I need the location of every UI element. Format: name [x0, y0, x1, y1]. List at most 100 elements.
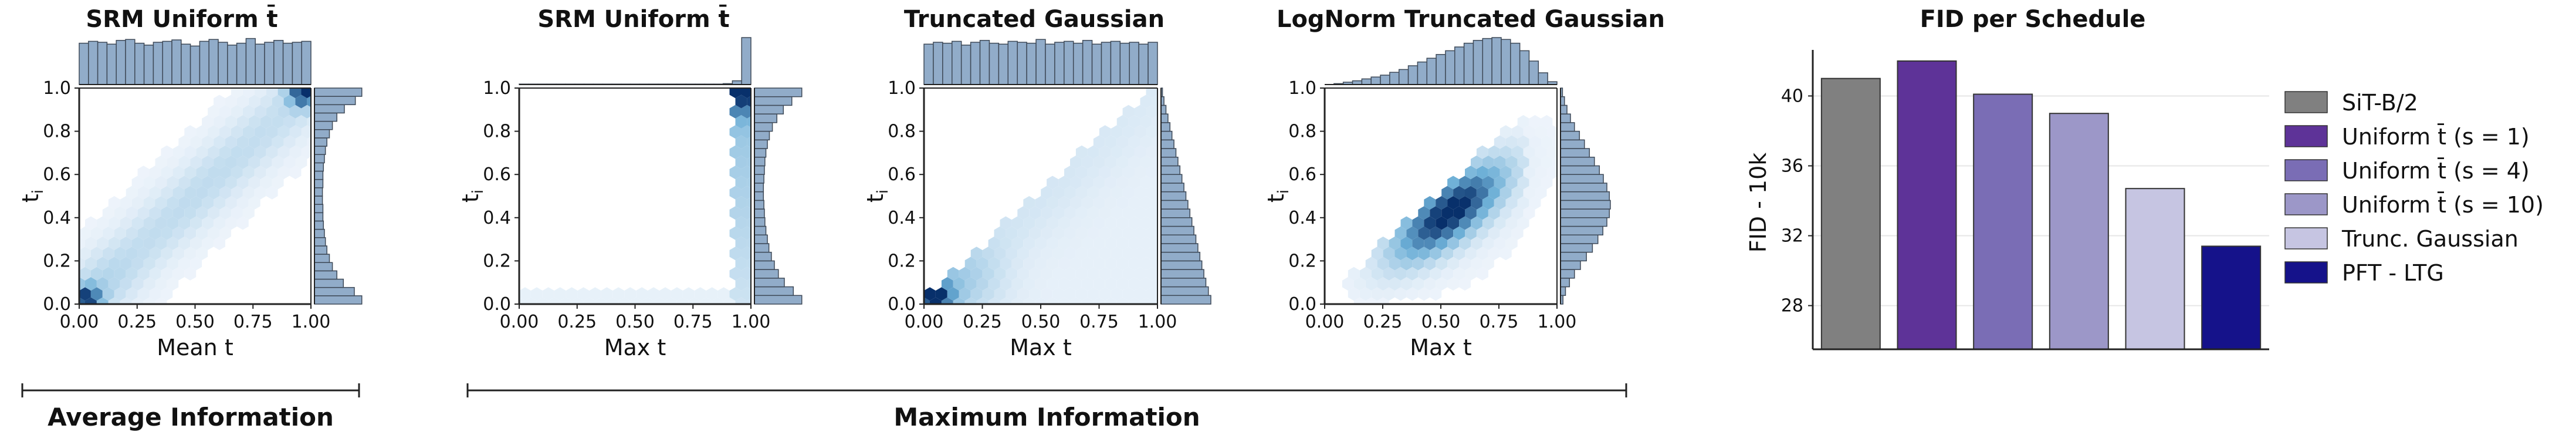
hex-bin — [1377, 237, 1389, 250]
hex-bin — [1541, 176, 1553, 190]
hex-bin — [1099, 186, 1111, 200]
hex-bin — [1359, 267, 1372, 281]
y-tick-label: 0.0 — [483, 294, 511, 315]
hex-bin — [184, 226, 197, 240]
hex-bin — [1087, 287, 1099, 301]
hex-bin — [1488, 226, 1500, 240]
hex-bin — [595, 297, 607, 304]
hex-bin — [1482, 176, 1494, 190]
x-axis-label: Max t — [1010, 335, 1072, 360]
hex-bin — [729, 267, 742, 281]
top-hist-bar — [106, 43, 117, 85]
hex-bin — [236, 176, 249, 190]
right-hist-bar — [1160, 200, 1189, 210]
hex-bin — [1116, 156, 1129, 169]
right-hist-bar — [314, 104, 345, 114]
hex-bin — [554, 287, 566, 301]
hex-bin — [1436, 257, 1448, 271]
hex-bin — [1494, 216, 1506, 230]
hex-bin — [630, 297, 642, 304]
x-axis-label: Max t — [604, 335, 666, 360]
hex-bin — [1134, 125, 1146, 139]
hex-bin — [79, 257, 85, 271]
hex-bin — [172, 206, 185, 220]
hex-bin — [126, 247, 138, 261]
right-hist-bar — [1160, 260, 1203, 270]
hex-bin — [1535, 145, 1547, 159]
hex-bin — [723, 297, 736, 304]
hex-bin — [108, 257, 120, 271]
right-hist-bar — [1560, 148, 1590, 158]
hex-bin — [648, 287, 659, 301]
hex-bin — [272, 135, 284, 149]
top-hist-bar — [162, 41, 172, 85]
hex-bin — [941, 297, 953, 304]
y-tick-label: 28 — [1781, 296, 1803, 316]
hex-bin — [1365, 277, 1377, 291]
hex-bin — [994, 247, 1006, 261]
hex-bin — [1441, 226, 1454, 240]
hex-bin — [1081, 196, 1094, 210]
hex-bin — [1052, 206, 1064, 220]
right-hist-bar — [754, 243, 770, 253]
hex-bin — [178, 156, 191, 169]
right-hist-bar — [1560, 165, 1600, 175]
hex-bin — [1134, 247, 1146, 261]
x-tick-label: 0.00 — [60, 312, 99, 332]
hex-bin — [1353, 297, 1366, 304]
hex-bin — [1087, 247, 1099, 261]
right-hist-bar — [1160, 183, 1184, 193]
legend-swatch — [2284, 159, 2328, 181]
hex-bin — [1453, 247, 1465, 261]
right-hist-bar — [314, 278, 344, 288]
hex-bin — [1099, 145, 1111, 159]
hex-bin — [225, 216, 237, 230]
hex-bin — [1471, 156, 1482, 169]
hex-bin — [167, 196, 179, 210]
hex-bin — [729, 104, 742, 119]
hex-bin — [964, 277, 977, 291]
hex-bin — [735, 257, 747, 271]
hex-bin — [1488, 166, 1500, 180]
right-hist-bar — [1560, 113, 1571, 123]
hex-bin — [283, 95, 296, 109]
hex-bin — [735, 95, 747, 109]
hex-bin — [947, 287, 959, 301]
hex-bin — [248, 135, 260, 149]
hex-bin — [1424, 196, 1436, 210]
hex-bin — [242, 125, 255, 139]
hex-bin — [1099, 267, 1111, 281]
hex-bin — [1482, 257, 1494, 271]
hex-bin — [747, 298, 751, 304]
hex-bin — [1116, 176, 1129, 190]
hex-bin — [729, 145, 742, 159]
right-hist-bar — [314, 120, 333, 130]
hex-bin — [1377, 257, 1389, 271]
hex-bin — [1105, 237, 1117, 250]
hex-bin — [1394, 287, 1407, 301]
hex-bin — [208, 104, 219, 119]
hex-bin — [1058, 196, 1070, 210]
hex-bin — [1353, 277, 1366, 291]
right-hist-bar — [1160, 139, 1174, 149]
x-tick-label: 0.25 — [117, 312, 157, 332]
hex-bin — [126, 267, 138, 281]
right-hist-bar — [314, 262, 333, 272]
top-hist-bar — [264, 42, 275, 85]
hex-bin — [1099, 226, 1111, 240]
hex-bin — [1424, 277, 1436, 291]
hex-bin — [1122, 186, 1135, 200]
y-tick-label: 0.6 — [1288, 164, 1316, 185]
right-hist-bar — [1160, 286, 1209, 296]
right-hist-bar — [314, 295, 363, 305]
hex-bin — [747, 258, 751, 269]
hex-bin — [120, 237, 132, 250]
hex-bin — [1047, 176, 1059, 190]
hex-bin — [85, 257, 97, 271]
hex-bin — [682, 287, 695, 301]
hex-bin — [1529, 156, 1541, 169]
hex-bin — [1017, 247, 1030, 261]
hex-bin — [1075, 267, 1088, 281]
hex-bin — [202, 135, 214, 149]
hex-bin — [741, 287, 751, 301]
